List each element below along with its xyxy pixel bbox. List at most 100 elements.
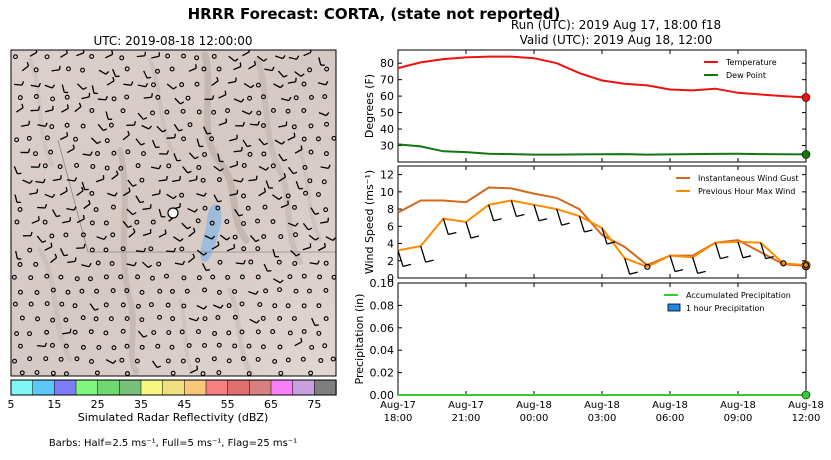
calm-wind-circle: [28, 301, 34, 307]
barb-feather: [282, 54, 286, 60]
wind-barb: [95, 175, 105, 183]
barb-shaft: [229, 164, 238, 169]
barb-feather: [162, 129, 167, 133]
barb-shaft: [217, 153, 221, 162]
barb-feather: [127, 225, 133, 229]
wind-barb: [128, 228, 136, 238]
calm-wind-circle: [95, 260, 101, 266]
barb-shaft: [112, 68, 117, 77]
wind-barb: [126, 261, 137, 267]
wind-barb: [135, 195, 145, 204]
y-tick-label: 60: [380, 90, 394, 103]
calm-wind-circle: [104, 165, 110, 171]
wind-barb: [66, 177, 78, 182]
wind-barb: [273, 278, 284, 284]
y-tick-label: 10: [380, 186, 394, 199]
barb-feather: [21, 81, 25, 86]
calm-wind-circle: [157, 314, 163, 320]
barb-shaft: [29, 192, 38, 195]
calm-wind-circle: [186, 343, 192, 348]
barb-shaft: [13, 166, 18, 174]
wind-barb: [74, 102, 82, 113]
wind-barb: [320, 164, 331, 169]
wind-barb: [89, 303, 99, 311]
barb-feather: [51, 84, 56, 89]
colorbar-segment: [54, 379, 77, 396]
barb-shaft: [151, 193, 160, 196]
figure-title: HRRR Forecast: CORTA, (state not reporte…: [188, 5, 561, 23]
wind-barb: [173, 236, 184, 242]
barb-shaft: [226, 247, 235, 252]
calm-wind-circle: [148, 302, 154, 308]
x-tick-label-date: Aug-18: [720, 400, 756, 411]
barb-feather: [89, 151, 93, 156]
barb-shaft: [174, 97, 181, 105]
calm-wind-circle: [95, 151, 100, 156]
wind-barb: [158, 229, 167, 238]
wind-barb: [77, 83, 87, 90]
calm-wind-circle: [33, 67, 39, 73]
calm-wind-circle: [271, 107, 276, 113]
y-tick-label: 30: [380, 140, 394, 153]
calm-wind-circle: [165, 53, 171, 59]
barb-shaft: [219, 234, 228, 241]
wind-barb: [202, 126, 212, 135]
colorbar-segment: [227, 379, 250, 396]
calm-wind-circle: [135, 163, 141, 169]
y-tick-label: 0.08: [370, 299, 395, 312]
calm-wind-circle: [157, 288, 163, 294]
wind-barb: [235, 259, 246, 265]
barb-feather: [240, 178, 244, 183]
barb-feather: [42, 178, 46, 183]
temperature-series-line: [397, 143, 807, 156]
wind-barb: [233, 178, 244, 183]
wind-barb: [248, 60, 257, 70]
barb-shaft: [601, 227, 608, 245]
calm-wind-circle: [44, 54, 50, 60]
wind-barb: [91, 85, 98, 95]
barb-feather: [448, 231, 457, 236]
legend-label: Temperature: [725, 58, 777, 67]
barb-shaft: [174, 262, 183, 266]
calm-wind-circle: [202, 316, 208, 322]
barb-feather: [194, 156, 199, 160]
barb-shaft: [97, 98, 106, 101]
calm-wind-circle: [164, 273, 169, 279]
barb-shaft: [533, 204, 540, 221]
calm-wind-circle: [135, 303, 141, 309]
barb-shaft: [263, 263, 269, 272]
calm-wind-circle: [139, 317, 145, 323]
calm-wind-circle: [19, 370, 25, 376]
barb-feather: [73, 206, 77, 211]
barb-feather: [54, 253, 58, 258]
barb-shaft: [81, 181, 86, 190]
calm-wind-circle: [216, 289, 222, 295]
calm-wind-circle: [104, 138, 110, 144]
wind-barb: [318, 112, 330, 117]
barb-feather: [155, 146, 160, 149]
barb-feather: [280, 84, 284, 89]
calm-wind-circle: [232, 343, 238, 349]
barb-shaft: [74, 106, 82, 113]
barb-shaft: [60, 52, 68, 58]
calm-wind-circle: [307, 67, 313, 73]
wind-barb: [256, 55, 268, 62]
barb-shaft: [61, 84, 65, 93]
wind-barb-row: [397, 200, 810, 275]
barb-feather: [255, 175, 258, 180]
wind-barb: [258, 187, 267, 197]
barb-feather: [217, 241, 220, 246]
wind-barb: [258, 138, 268, 146]
barb-shaft: [141, 261, 149, 268]
barb-shaft: [211, 244, 220, 250]
calm-wind-circle: [17, 262, 23, 267]
calm-wind-circle: [241, 193, 246, 199]
calm-wind-circle: [780, 260, 787, 267]
barb-shaft: [44, 84, 53, 89]
calm-wind-circle: [316, 330, 322, 336]
barb-shaft: [123, 83, 132, 86]
barb-feather: [133, 261, 137, 267]
barb-feather: [144, 51, 147, 56]
calm-wind-circle: [103, 220, 109, 226]
calm-wind-circle: [239, 329, 245, 335]
